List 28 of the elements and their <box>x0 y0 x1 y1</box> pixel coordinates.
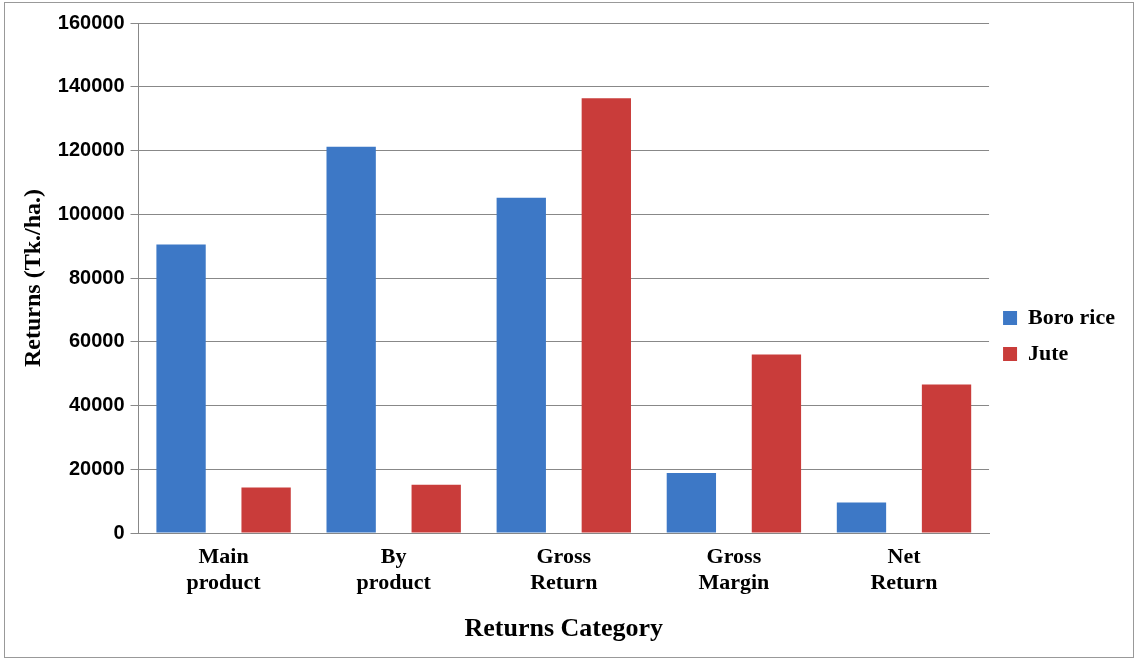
bar <box>326 146 376 533</box>
bar <box>241 487 291 533</box>
bar <box>836 502 887 533</box>
legend-label: Jute <box>1028 339 1069 365</box>
y-tick-label: 100000 <box>57 201 125 224</box>
y-axis-title: Returns (Tk./ha.) <box>18 188 45 368</box>
bar <box>581 98 631 533</box>
x-tick-label: Net Return <box>870 542 938 595</box>
x-tick-label: Main product <box>186 542 262 595</box>
y-tick-label: 120000 <box>57 138 125 161</box>
y-tick-label: 140000 <box>57 74 125 97</box>
y-tick-label: 60000 <box>68 329 125 352</box>
y-tick-label: 20000 <box>68 456 125 479</box>
bar <box>666 473 717 533</box>
x-tick-label: By product <box>356 542 432 595</box>
bar <box>156 244 206 533</box>
y-tick-label: 80000 <box>68 265 125 288</box>
x-tick-label: Gross Margin <box>698 542 770 595</box>
y-tick-label: 0 <box>113 520 125 543</box>
bar <box>751 354 802 533</box>
x-axis-title: Returns Category <box>464 613 664 643</box>
bar <box>921 384 972 533</box>
y-tick-label: 40000 <box>68 393 125 416</box>
x-tick-label: Gross Return <box>530 542 598 595</box>
bar <box>411 484 461 533</box>
bar <box>496 197 546 533</box>
y-tick-label: 160000 <box>57 10 125 33</box>
legend-label: Boro rice <box>1028 303 1116 329</box>
